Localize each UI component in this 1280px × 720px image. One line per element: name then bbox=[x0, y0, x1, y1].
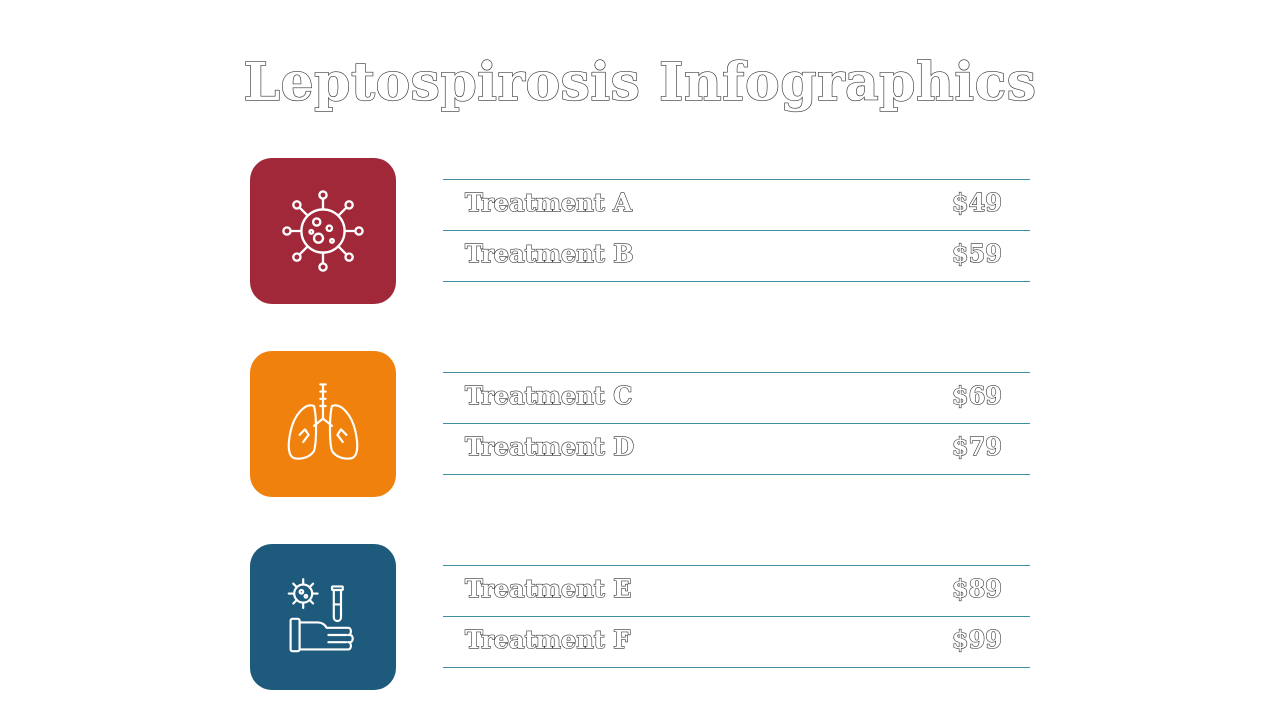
table-row: Treatment A $49 bbox=[443, 179, 1030, 230]
treatment-name: Treatment D bbox=[464, 431, 635, 461]
treatment-name: Treatment C bbox=[464, 380, 633, 410]
treatment-price: $99 bbox=[951, 624, 1002, 654]
icon-tile-1 bbox=[250, 158, 396, 304]
icon-tile-3 bbox=[250, 544, 396, 690]
treatment-name: Treatment E bbox=[464, 573, 632, 603]
table-row: Treatment B $59 bbox=[443, 230, 1030, 282]
virus-icon bbox=[282, 190, 364, 272]
treatment-price: $59 bbox=[951, 238, 1002, 268]
treatment-name: Treatment F bbox=[464, 624, 631, 654]
treatment-name: Treatment B bbox=[464, 238, 634, 268]
treatment-group-3: Treatment E $89 Treatment F $99 bbox=[443, 565, 1030, 668]
table-row: Treatment F $99 bbox=[443, 616, 1030, 668]
table-row: Treatment E $89 bbox=[443, 565, 1030, 616]
treatment-name: Treatment A bbox=[464, 187, 632, 217]
icon-tile-2 bbox=[250, 351, 396, 497]
hand-test-tube-virus-icon bbox=[287, 578, 354, 653]
treatment-group-1: Treatment A $49 Treatment B $59 bbox=[443, 179, 1030, 282]
treatment-price: $79 bbox=[951, 431, 1002, 461]
page-title: Leptospirosis Infographics bbox=[243, 51, 1037, 113]
treatment-price: $69 bbox=[951, 380, 1002, 410]
treatment-price: $49 bbox=[951, 187, 1002, 217]
treatment-price: $89 bbox=[951, 573, 1002, 603]
lungs-icon bbox=[287, 383, 359, 460]
table-row: Treatment C $69 bbox=[443, 372, 1030, 423]
treatment-group-2: Treatment C $69 Treatment D $79 bbox=[443, 372, 1030, 475]
table-row: Treatment D $79 bbox=[443, 423, 1030, 475]
